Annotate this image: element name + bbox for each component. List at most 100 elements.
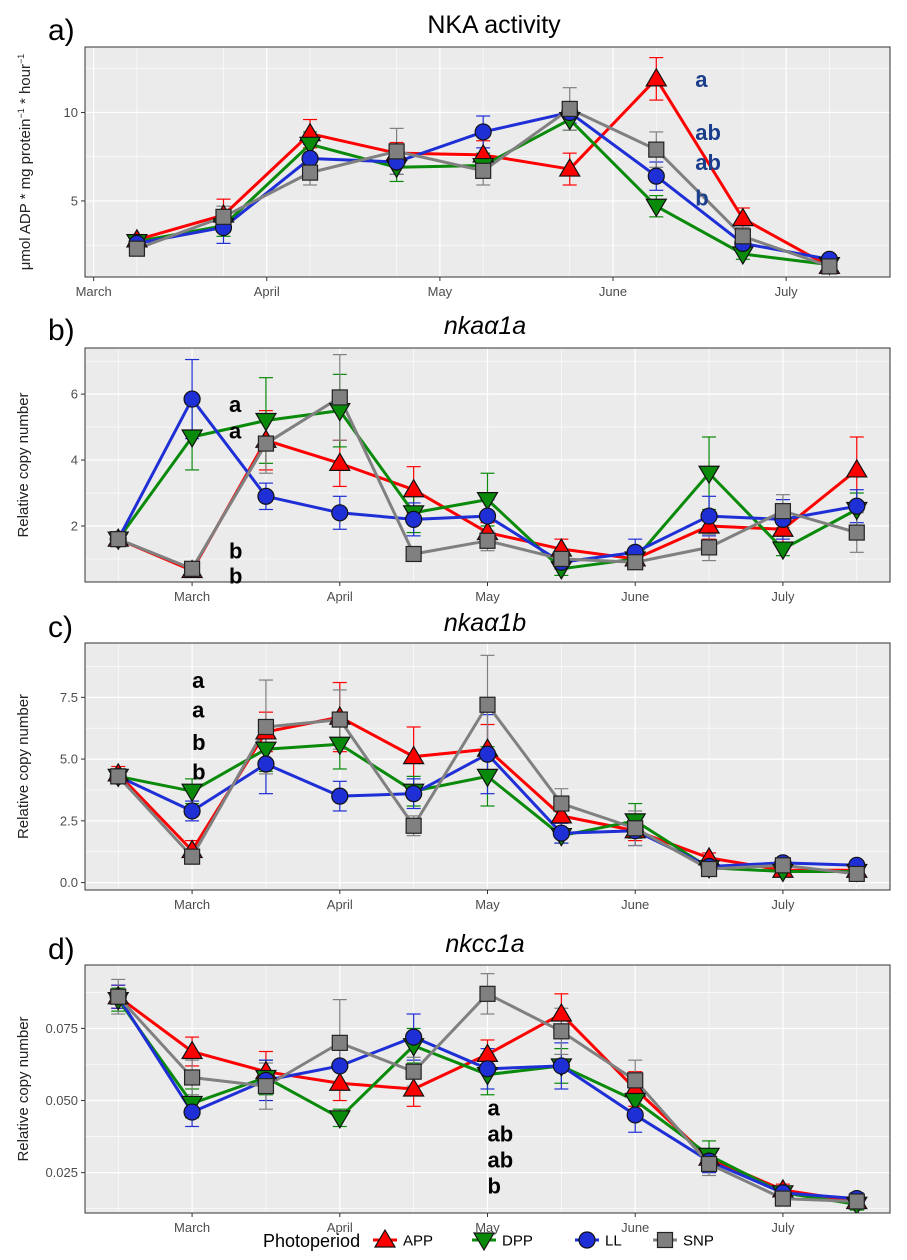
point-SNP <box>848 524 865 541</box>
point-APP <box>558 157 581 177</box>
y-tick-label: 6 <box>71 387 78 402</box>
legend-label: SNP <box>683 1233 714 1250</box>
point-SNP <box>479 532 496 549</box>
point-LL <box>331 1057 349 1075</box>
point-LL <box>405 1028 423 1046</box>
point-LL <box>478 507 497 525</box>
panel-a: 5 10 March April May June July μmol ADP * mg pr… <box>16 11 891 299</box>
point-SNP <box>648 141 665 158</box>
x-tick-label: March <box>76 284 112 299</box>
point-SNP <box>627 554 644 571</box>
significance-label: a <box>192 698 205 723</box>
x-tick-label: July <box>771 897 795 912</box>
y-tick-label: 5 <box>71 193 78 208</box>
point-SNP <box>110 988 127 1005</box>
panel-title: nkcc1a <box>445 930 524 958</box>
point-SNP <box>479 696 496 713</box>
point-SNP <box>475 162 492 179</box>
significance-label: ab <box>695 150 721 175</box>
significance-label: b <box>229 539 242 564</box>
panel-letter: a) <box>48 14 75 47</box>
x-tick-label: March <box>174 1220 210 1235</box>
point-SNP <box>257 1078 275 1095</box>
legend-key-marker <box>472 1232 496 1252</box>
point-SNP <box>128 240 146 257</box>
point-LL <box>848 497 866 515</box>
point-APP <box>550 804 573 824</box>
point-LL <box>257 487 275 505</box>
point-SNP <box>848 865 865 883</box>
point-LL <box>331 504 349 522</box>
legend-item-SNP: SNP <box>653 1231 714 1250</box>
point-SNP <box>553 795 570 812</box>
legend-title: Photoperiod <box>263 1231 360 1251</box>
point-APP <box>181 1040 204 1060</box>
point-SNP <box>734 228 751 245</box>
y-tick-label: 7.5 <box>60 690 78 705</box>
y-tick-label: 0.025 <box>45 1165 78 1180</box>
point-SNP <box>388 143 405 160</box>
significance-label: b <box>192 730 205 755</box>
x-tick-label: May <box>428 284 453 299</box>
point-SNP <box>257 435 275 452</box>
panel-letter: b) <box>48 314 75 347</box>
point-SNP <box>700 539 718 556</box>
series-layer <box>107 973 868 1213</box>
series-layer <box>107 654 868 883</box>
significance-label: ab <box>695 120 721 145</box>
point-DPP <box>328 736 351 756</box>
y-tick-label: 2.5 <box>60 813 78 828</box>
legend-label: DPP <box>502 1233 533 1250</box>
point-SNP <box>561 100 578 118</box>
point-SNP <box>405 817 422 834</box>
point-SNP <box>331 1034 348 1051</box>
y-tick-label: 10 <box>64 105 78 120</box>
point-SNP <box>331 711 348 728</box>
point-SNP <box>183 1069 201 1086</box>
point-SNP <box>183 848 201 865</box>
legend-item-DPP: DPP <box>472 1232 533 1252</box>
point-LL <box>474 123 492 141</box>
y-tick-label: 4 <box>71 453 78 468</box>
point-SNP <box>700 860 718 878</box>
grid <box>85 47 890 277</box>
panel-letter: c) <box>48 611 73 644</box>
point-LL <box>183 390 201 408</box>
point-SNP <box>553 1023 570 1040</box>
series-layer <box>107 353 868 581</box>
panel-c: 0.0 2.5 5.0 7.5 March April May June July Relativ… <box>15 609 891 912</box>
significance-label: a <box>229 418 242 443</box>
point-SNP <box>405 1063 422 1080</box>
point-DPP <box>328 1110 351 1130</box>
point-APP <box>731 207 754 227</box>
legend: Photoperiod APP DPP LL SNP <box>263 1228 714 1252</box>
x-tick-label: April <box>327 897 353 912</box>
significance-label: ab <box>488 1122 514 1147</box>
significance-label: ab <box>488 1148 514 1173</box>
x-tick-label: April <box>254 284 280 299</box>
point-SNP <box>110 768 127 785</box>
x-tick-label: April <box>327 1220 353 1235</box>
x-tick-label: March <box>174 589 210 604</box>
point-SNP <box>848 1193 865 1210</box>
legend-item-LL: LL <box>575 1231 622 1250</box>
point-SNP <box>553 550 570 568</box>
legend-item-APP: APP <box>373 1228 433 1250</box>
point-APP <box>402 478 425 498</box>
panel-title: nkaα1a <box>444 312 526 340</box>
point-SNP <box>405 545 422 563</box>
x-tick-label: May <box>475 1220 500 1235</box>
point-SNP <box>774 857 792 874</box>
point-LL <box>552 1057 570 1075</box>
point-SNP <box>183 560 201 577</box>
x-tick-label: June <box>621 589 649 604</box>
point-SNP <box>110 531 127 548</box>
legend-key-marker <box>578 1231 596 1249</box>
point-LL <box>405 510 423 528</box>
x-tick-label: July <box>771 1220 795 1235</box>
y-axis-label: Relative copy number <box>15 694 32 839</box>
point-SNP <box>774 503 792 520</box>
point-DPP <box>645 198 668 218</box>
point-LL <box>552 824 570 842</box>
point-SNP <box>821 258 838 275</box>
